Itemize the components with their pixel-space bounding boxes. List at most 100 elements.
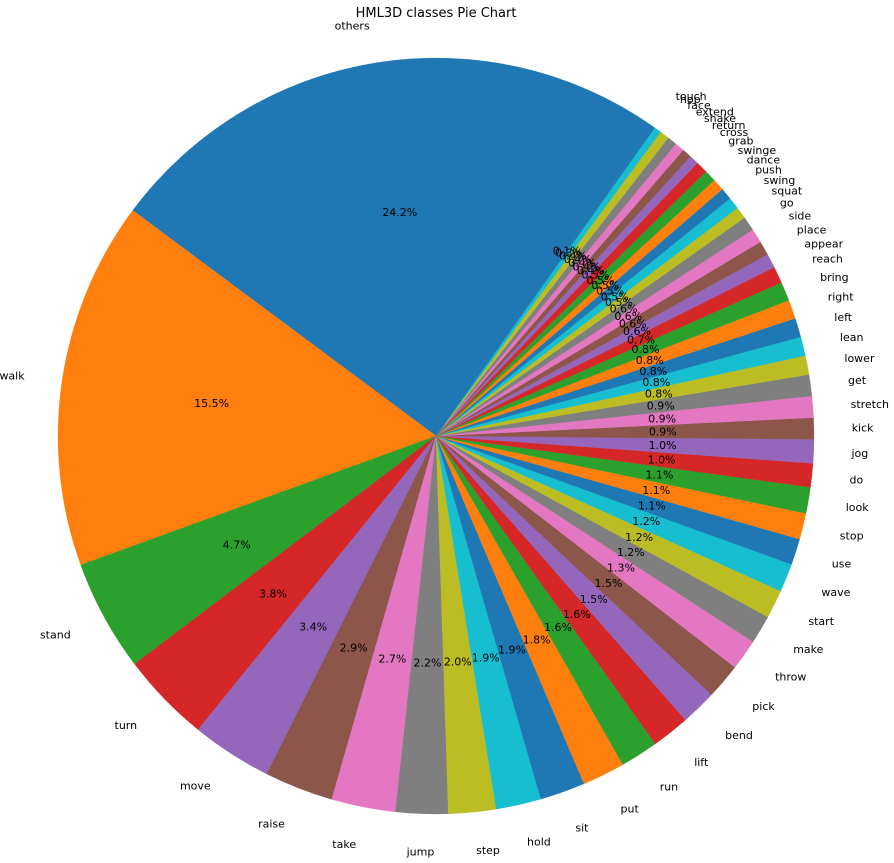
category-label-others: others — [335, 20, 370, 33]
category-label-bend: bend — [725, 729, 753, 742]
category-label-face: face — [687, 99, 711, 112]
category-label-run: run — [660, 781, 678, 794]
percent-label-stop: 1.1% — [642, 484, 670, 497]
percent-label-touch: 0.1% — [553, 245, 581, 258]
category-label-hold: hold — [527, 836, 551, 849]
percent-label-cross: 0.4% — [577, 264, 605, 277]
percent-label-wave: 1.2% — [632, 515, 660, 528]
percent-label-start: 1.2% — [625, 531, 653, 544]
category-label-walk: walk — [0, 370, 25, 383]
percent-label-extend: 0.4% — [564, 253, 592, 266]
percent-label-shake: 0.4% — [568, 257, 596, 270]
chart-title: HML3D classes Pie Chart — [356, 6, 517, 21]
percent-label-return: 0.4% — [573, 260, 601, 273]
category-label-return: return — [712, 119, 746, 132]
percent-label-throw: 1.3% — [607, 561, 635, 574]
percent-label-pick: 1.5% — [595, 577, 623, 590]
percent-label-squat: 0.5% — [605, 296, 633, 309]
category-label-wave: wave — [821, 586, 850, 599]
category-label-raise: raise — [258, 817, 285, 830]
category-labels: others walk stand turn move raise take jump step… — [0, 20, 889, 859]
pie-slices — [57, 57, 815, 815]
category-label-right: right — [828, 291, 855, 304]
category-label-hop: hop — [680, 93, 701, 106]
percent-label-step: 2.0% — [444, 656, 472, 669]
category-label-squat: squat — [772, 184, 803, 197]
percent-label-jog: 1.0% — [649, 439, 677, 452]
percent-label-reach: 0.7% — [627, 333, 655, 346]
percent-label-stand: 4.7% — [223, 538, 251, 551]
category-label-stretch: stretch — [851, 398, 889, 411]
slice-touch — [435, 126, 655, 437]
category-label-lower: lower — [844, 352, 875, 365]
category-label-bring: bring — [820, 271, 849, 284]
percent-label-go: 0.6% — [610, 303, 638, 316]
percent-label-move: 3.4% — [299, 621, 327, 634]
category-label-turn: turn — [115, 719, 138, 732]
category-label-grab: grab — [728, 134, 753, 147]
percent-label-side: 0.6% — [614, 310, 642, 323]
category-label-jump: jump — [406, 846, 435, 859]
category-label-step: step — [476, 844, 500, 857]
category-label-dance: dance — [747, 154, 781, 167]
percent-label-lift: 1.6% — [563, 608, 591, 621]
category-label-extend: extend — [696, 105, 734, 118]
percent-label-use: 1.1% — [638, 500, 666, 513]
percent-label-left: 0.8% — [639, 365, 667, 378]
percent-label-appear: 0.6% — [623, 325, 651, 338]
category-label-cross: cross — [720, 126, 749, 139]
category-label-throw: throw — [775, 671, 806, 684]
category-label-push: push — [755, 164, 782, 177]
percent-label-make: 1.2% — [617, 546, 645, 559]
category-label-take: take — [332, 838, 356, 851]
category-label-swinge: swinge — [738, 144, 777, 157]
percent-label-look: 1.1% — [646, 469, 674, 482]
percent-label-face: 0.4% — [559, 249, 587, 262]
percent-label-place: 0.6% — [619, 317, 647, 330]
percent-label-bend: 1.5% — [580, 593, 608, 606]
percent-label-raise: 2.9% — [340, 641, 368, 654]
category-label-pick: pick — [752, 700, 775, 713]
category-label-use: use — [832, 557, 852, 570]
category-label-reach: reach — [812, 253, 843, 266]
category-label-make: make — [793, 643, 823, 656]
category-label-sit: sit — [575, 822, 589, 835]
percent-label-hop: 0.3% — [555, 246, 583, 259]
percent-label-lean: 0.8% — [642, 376, 670, 389]
percent-label-run: 1.6% — [544, 621, 572, 634]
category-label-look: look — [846, 501, 870, 514]
percent-label-hold: 1.9% — [472, 651, 500, 664]
percent-label-lower: 0.8% — [645, 387, 673, 400]
category-label-start: start — [808, 615, 834, 628]
category-label-touch: touch — [676, 90, 707, 103]
category-label-go: go — [780, 196, 794, 209]
category-label-stop: stop — [840, 529, 864, 542]
category-label-lean: lean — [840, 331, 864, 344]
category-label-shake: shake — [704, 112, 736, 125]
percent-label-bring: 0.8% — [632, 343, 660, 356]
percent-label-kick: 0.9% — [649, 426, 677, 439]
category-label-get: get — [848, 374, 867, 387]
percent-label-sit: 1.9% — [498, 644, 526, 657]
category-label-side: side — [789, 210, 812, 223]
percent-label-jump: 2.2% — [414, 657, 442, 670]
percent-label-put: 1.8% — [523, 633, 551, 646]
percent-label-get: 0.9% — [647, 400, 675, 413]
category-label-place: place — [797, 223, 827, 236]
percent-label-walk: 15.5% — [194, 397, 229, 410]
category-label-put: put — [621, 803, 640, 816]
category-label-move: move — [180, 780, 211, 793]
percent-label-push: 0.5% — [596, 285, 624, 298]
category-label-jog: jog — [851, 447, 869, 460]
slice-others — [132, 57, 654, 437]
category-label-swing: swing — [764, 174, 796, 187]
percent-label-others: 24.2% — [382, 206, 417, 219]
category-label-left: left — [834, 311, 853, 324]
percent-label-turn: 3.8% — [259, 588, 287, 601]
percent-label-stretch: 0.9% — [648, 413, 676, 426]
percent-label-do: 1.0% — [648, 454, 676, 467]
category-label-stand: stand — [40, 629, 71, 642]
percent-label-swing: 0.5% — [601, 290, 629, 303]
percent-label-grab: 0.5% — [582, 269, 610, 282]
